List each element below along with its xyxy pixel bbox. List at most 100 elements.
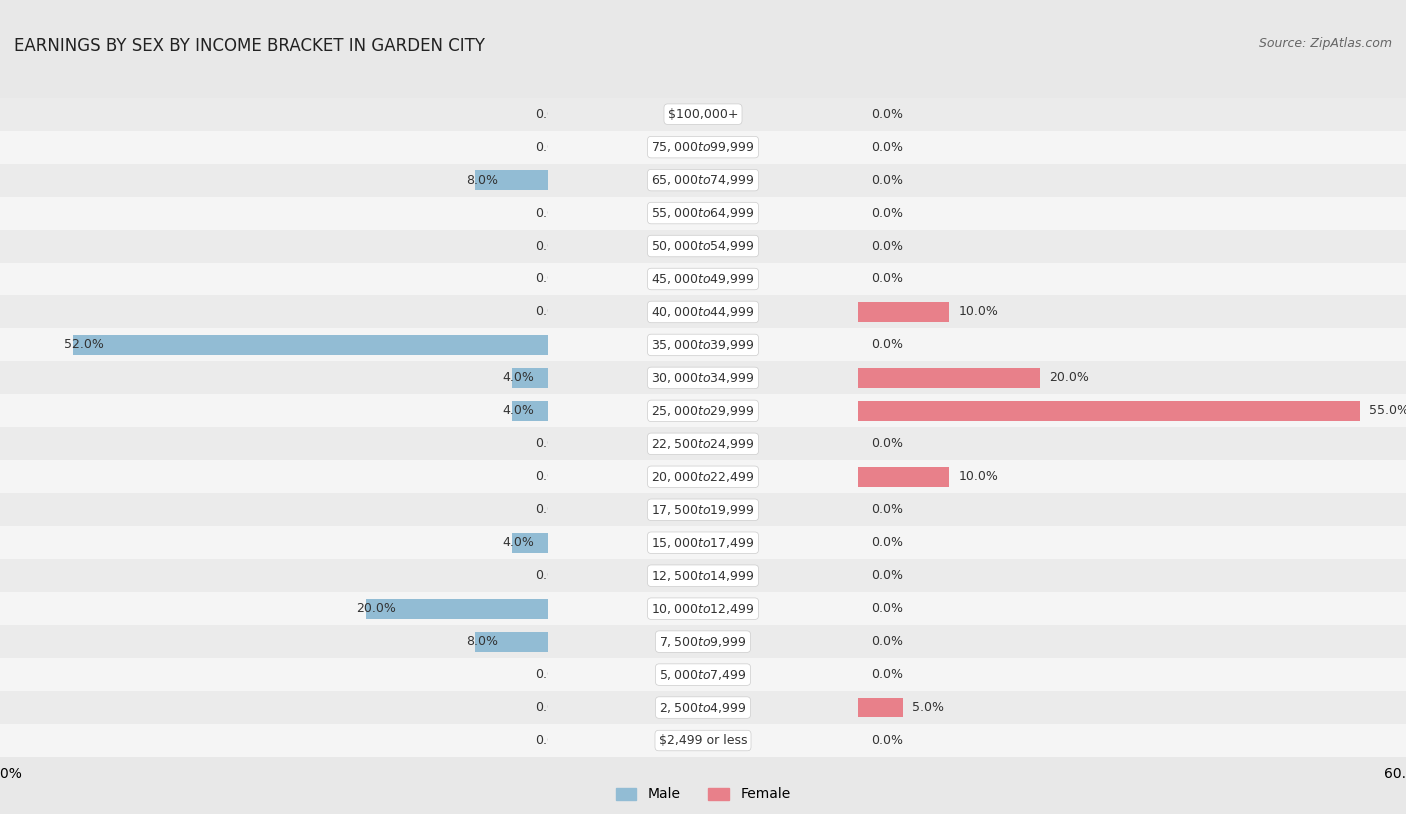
Bar (0, 361, 1406, 395)
Bar (0, 395, 1406, 427)
Text: 0.0%: 0.0% (872, 503, 904, 516)
Bar (0, 262, 1406, 295)
Bar (0, 98, 1406, 130)
Bar (0, 527, 1406, 559)
Bar (0, 262, 1406, 295)
Bar (0, 164, 1406, 196)
Text: $22,500 to $24,999: $22,500 to $24,999 (651, 437, 755, 451)
Bar (548, 658, 858, 691)
Text: Source: ZipAtlas.com: Source: ZipAtlas.com (1258, 37, 1392, 50)
Bar (0, 329, 1406, 361)
Bar (858, 698, 904, 717)
Bar (548, 395, 858, 427)
Bar (858, 368, 1040, 387)
Bar (0, 329, 1406, 361)
Text: 0.0%: 0.0% (534, 437, 567, 450)
Bar (0, 427, 1406, 461)
Bar (0, 658, 1406, 691)
Bar (0, 164, 1406, 196)
Text: 0.0%: 0.0% (872, 602, 904, 615)
Text: 0.0%: 0.0% (872, 339, 904, 352)
Bar (0, 461, 1406, 493)
Bar (0, 593, 1406, 625)
Text: $65,000 to $74,999: $65,000 to $74,999 (651, 173, 755, 187)
Text: 0.0%: 0.0% (534, 141, 567, 154)
Bar (0, 527, 1406, 559)
Text: 0.0%: 0.0% (534, 305, 567, 318)
Bar (0, 527, 1406, 559)
Text: 0.0%: 0.0% (872, 668, 904, 681)
Bar (0, 461, 1406, 493)
Text: $40,000 to $44,999: $40,000 to $44,999 (651, 305, 755, 319)
Bar (0, 625, 1406, 658)
Bar (548, 427, 858, 461)
Bar (548, 98, 858, 130)
Bar (0, 196, 1406, 230)
Bar (0, 230, 1406, 262)
Text: 0.0%: 0.0% (534, 107, 567, 120)
Bar (858, 467, 949, 487)
Bar (548, 230, 858, 262)
Bar (0, 230, 1406, 262)
Bar (548, 164, 858, 196)
Bar (0, 427, 1406, 461)
Text: 10.0%: 10.0% (959, 470, 998, 484)
Bar (548, 593, 858, 625)
Text: $75,000 to $99,999: $75,000 to $99,999 (651, 140, 755, 154)
Bar (0, 230, 1406, 262)
Text: $45,000 to $49,999: $45,000 to $49,999 (651, 272, 755, 286)
Text: 0.0%: 0.0% (872, 207, 904, 220)
Bar (0, 559, 1406, 593)
Text: 20.0%: 20.0% (1049, 371, 1090, 384)
Bar (0, 196, 1406, 230)
Bar (0, 427, 1406, 461)
Bar (0, 724, 1406, 757)
Bar (0, 691, 1406, 724)
Text: 0.0%: 0.0% (534, 503, 567, 516)
Text: 0.0%: 0.0% (534, 207, 567, 220)
Text: EARNINGS BY SEX BY INCOME BRACKET IN GARDEN CITY: EARNINGS BY SEX BY INCOME BRACKET IN GAR… (14, 37, 485, 55)
Bar (0, 262, 1406, 295)
Bar (0, 130, 1406, 164)
Text: $10,000 to $12,499: $10,000 to $12,499 (651, 602, 755, 615)
Text: $30,000 to $34,999: $30,000 to $34,999 (651, 371, 755, 385)
Bar (0, 724, 1406, 757)
Bar (0, 361, 1406, 395)
Bar (512, 368, 548, 387)
Text: 0.0%: 0.0% (872, 173, 904, 186)
Bar (0, 625, 1406, 658)
Text: 0.0%: 0.0% (534, 668, 567, 681)
Text: 0.0%: 0.0% (534, 734, 567, 747)
Text: 4.0%: 4.0% (503, 371, 534, 384)
Bar (0, 98, 1406, 130)
Bar (0, 593, 1406, 625)
Text: 0.0%: 0.0% (872, 635, 904, 648)
Text: 0.0%: 0.0% (534, 701, 567, 714)
Bar (0, 625, 1406, 658)
Text: 0.0%: 0.0% (872, 107, 904, 120)
Text: $2,500 to $4,999: $2,500 to $4,999 (659, 701, 747, 715)
Bar (475, 632, 548, 651)
Bar (512, 401, 548, 421)
Bar (0, 724, 1406, 757)
Text: $17,500 to $19,999: $17,500 to $19,999 (651, 503, 755, 517)
Text: 0.0%: 0.0% (534, 239, 567, 252)
Text: 0.0%: 0.0% (872, 141, 904, 154)
Bar (548, 361, 858, 395)
Bar (0, 98, 1406, 130)
Bar (548, 262, 858, 295)
Text: 20.0%: 20.0% (357, 602, 396, 615)
Bar (548, 295, 858, 328)
Bar (858, 302, 949, 322)
Bar (475, 170, 548, 190)
Text: $100,000+: $100,000+ (668, 107, 738, 120)
Bar (0, 164, 1406, 196)
Bar (0, 295, 1406, 328)
Text: 0.0%: 0.0% (534, 273, 567, 286)
Bar (0, 329, 1406, 361)
Text: $5,000 to $7,499: $5,000 to $7,499 (659, 667, 747, 681)
Text: 4.0%: 4.0% (503, 536, 534, 549)
Bar (0, 461, 1406, 493)
Text: 5.0%: 5.0% (912, 701, 945, 714)
Bar (548, 527, 858, 559)
